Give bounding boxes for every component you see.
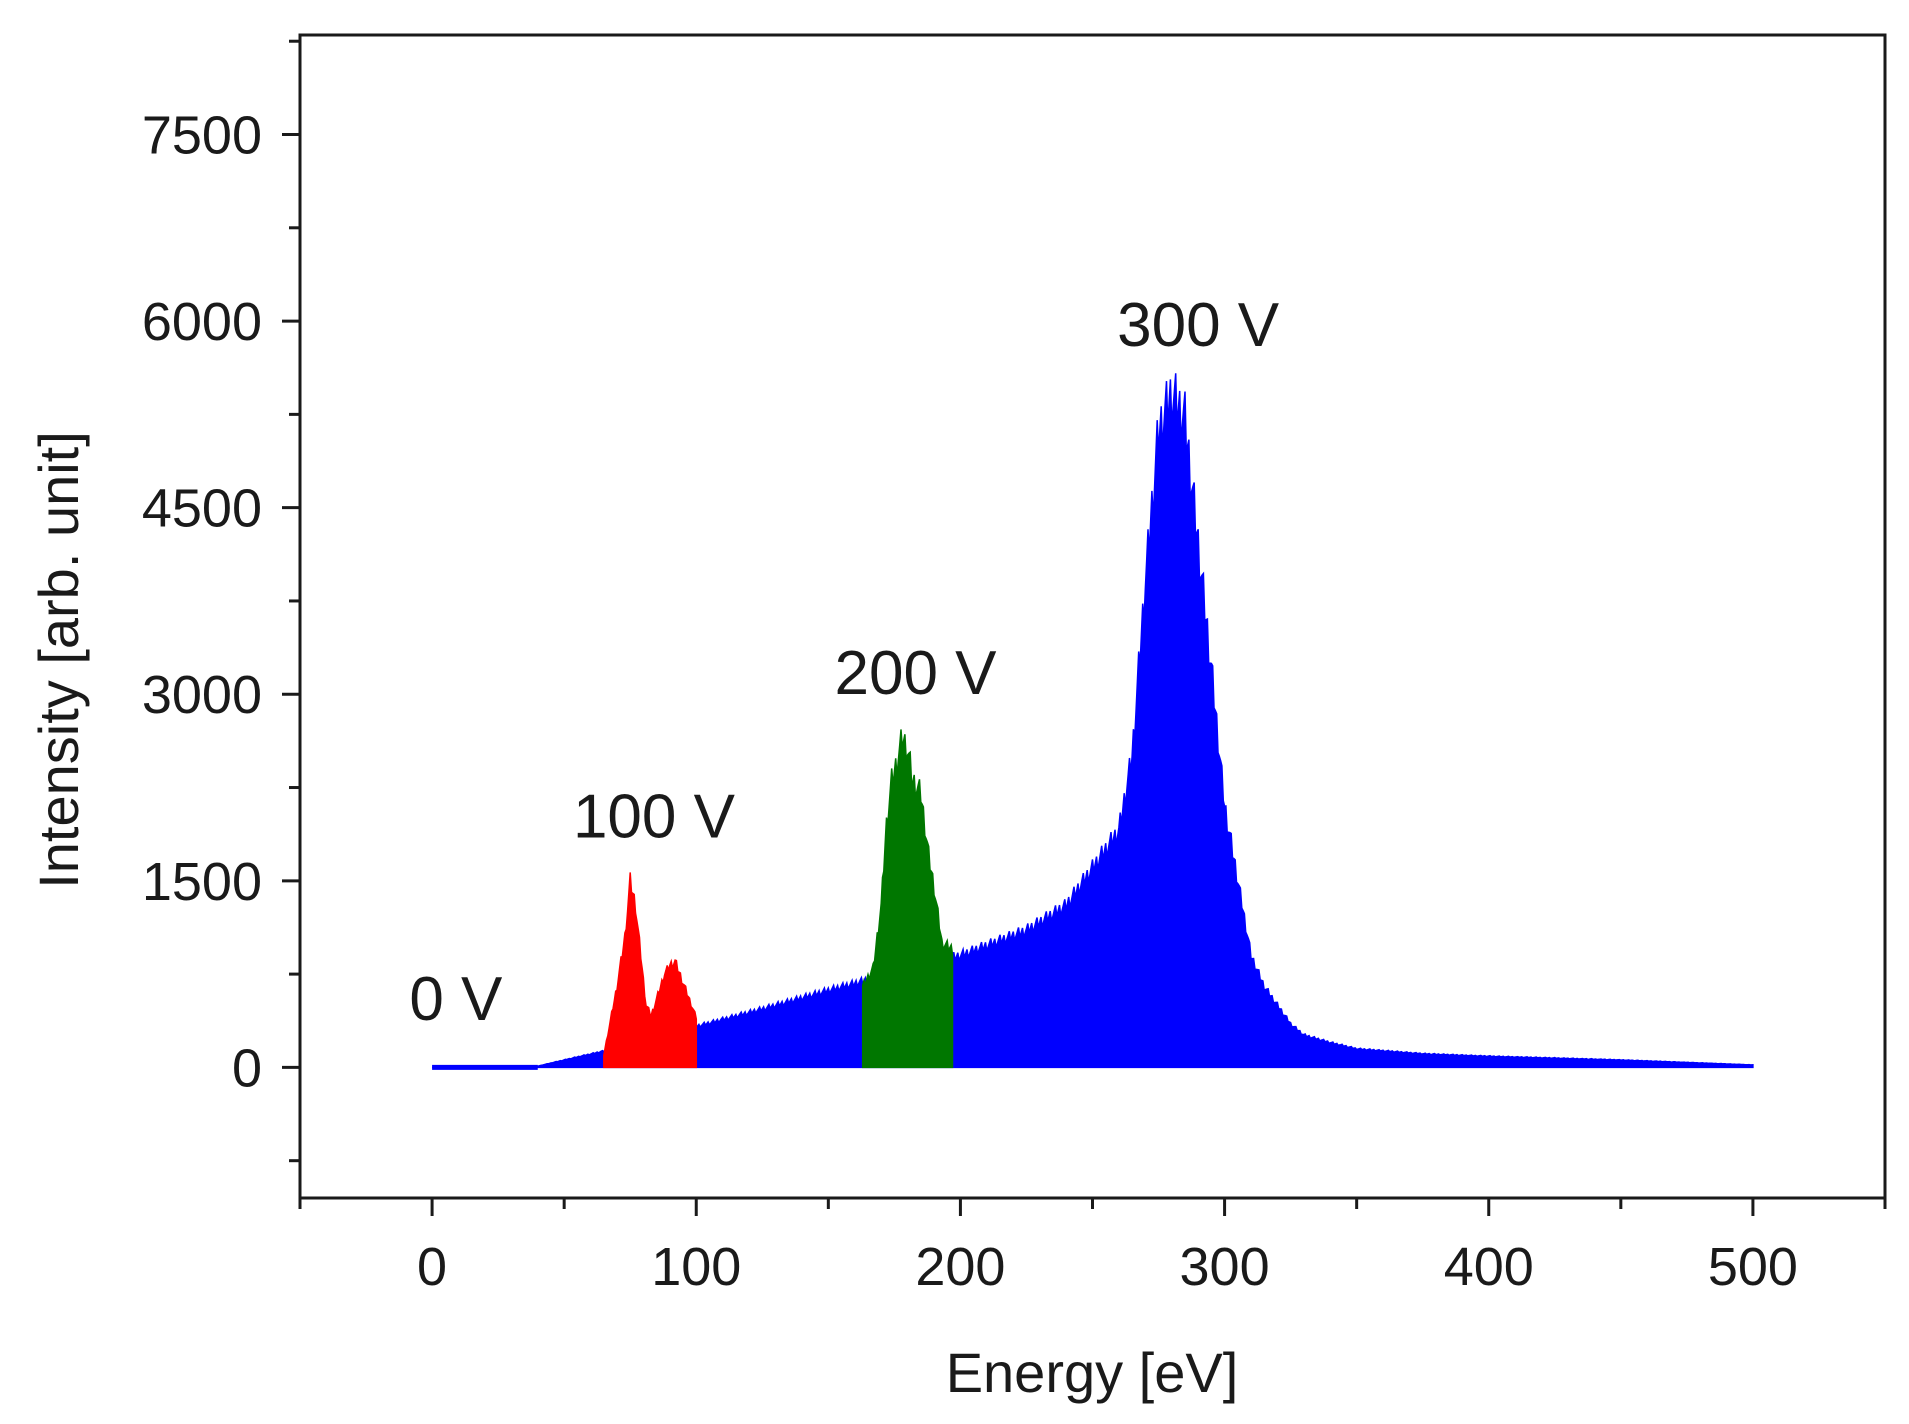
x-axis-label: Energy [eV] xyxy=(946,1341,1239,1404)
series-200-v-area xyxy=(861,729,954,1069)
y-tick-label: 7500 xyxy=(142,106,262,166)
x-tick-label: 300 xyxy=(1180,1237,1270,1297)
y-tick-label: 6000 xyxy=(142,292,262,352)
y-tick-label: 4500 xyxy=(142,479,262,539)
y-tick-label: 0 xyxy=(232,1038,262,1098)
annotation-300-v: 300 V xyxy=(1117,291,1280,360)
x-tick-label: 400 xyxy=(1444,1237,1534,1297)
annotation-100-v: 100 V xyxy=(573,782,736,851)
x-tick-label: 100 xyxy=(651,1237,741,1297)
annotation-layer: 0 V 100 V 200 V 300 V xyxy=(409,291,1279,1034)
annotation-200-v: 200 V xyxy=(834,639,997,708)
annotation-0-v: 0 V xyxy=(409,965,503,1034)
x-axis: 0 100 200 300 400 500 xyxy=(298,1198,1887,1297)
y-tick-label: 1500 xyxy=(142,852,262,912)
y-axis: 0 1500 3000 4500 6000 7500 xyxy=(142,39,300,1163)
series-100-v-area xyxy=(603,872,698,1069)
series-layer xyxy=(432,373,1754,1070)
x-tick-label: 200 xyxy=(915,1237,1005,1297)
x-tick-label: 0 xyxy=(417,1237,447,1297)
y-axis-label: Intensity [arb. unit] xyxy=(27,431,90,889)
y-tick-label: 3000 xyxy=(142,665,262,725)
x-tick-label: 500 xyxy=(1708,1237,1798,1297)
